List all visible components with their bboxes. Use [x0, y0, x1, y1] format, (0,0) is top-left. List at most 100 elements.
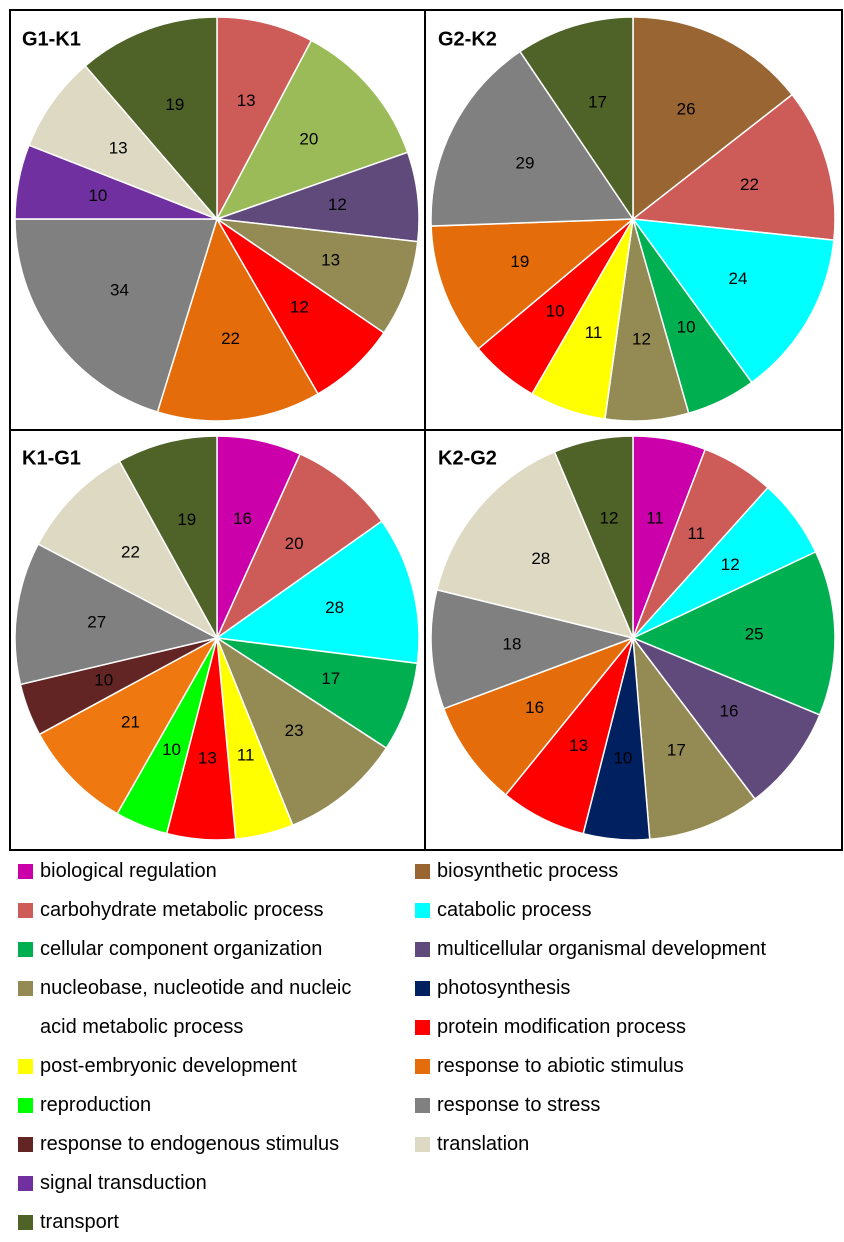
legend-item: multicellular organismal development: [415, 930, 844, 969]
value-label: 20: [285, 534, 304, 553]
pie-slice: [38, 636, 219, 815]
legend-swatch: [415, 903, 430, 918]
pie-slice: [430, 218, 636, 350]
value-label: 22: [221, 329, 240, 348]
pie-slice: [37, 460, 219, 640]
legend-item: biological regulation: [18, 852, 390, 891]
pie-slice: [442, 636, 636, 796]
legend-label: biosynthetic process: [437, 860, 619, 882]
legend-item: biosynthetic process: [415, 852, 844, 891]
legend-swatch: [18, 1098, 33, 1113]
legend-swatch: [415, 1020, 430, 1035]
value-label: 16: [233, 509, 252, 528]
legend-label: transport: [40, 1211, 119, 1233]
pie-slice: [215, 452, 383, 641]
value-label: 17: [667, 741, 686, 760]
value-label: 12: [600, 509, 619, 528]
chart-title: G1-K1: [22, 28, 81, 50]
pie-slice: [519, 16, 634, 222]
value-label: 19: [510, 252, 529, 271]
legend-swatch: [415, 1059, 430, 1074]
value-label: 10: [613, 748, 632, 767]
legend-label: cellular component organization: [40, 938, 323, 960]
legend-item: cellular component organization: [18, 930, 390, 969]
pie-slice: [553, 435, 634, 639]
legend-item: response to stress: [415, 1086, 844, 1125]
value-label: 22: [121, 543, 140, 562]
legend-item: post-embryonic development: [18, 1047, 390, 1086]
value-label: 12: [328, 195, 347, 214]
value-label: 16: [525, 698, 544, 717]
pie-slice: [632, 635, 757, 841]
legend-label: nucleobase, nucleotide and nucleic acid …: [40, 977, 352, 1038]
pie-slice: [156, 217, 320, 422]
chart-title: G2-K2: [438, 28, 497, 50]
legend-label: translation: [437, 1133, 530, 1155]
pie-slice: [631, 93, 836, 241]
value-label: 23: [285, 721, 304, 740]
value-label: 34: [110, 280, 129, 299]
legend-item: translation: [415, 1125, 844, 1164]
legend-label: signal transduction: [40, 1172, 207, 1194]
value-label: 12: [290, 297, 309, 316]
legend-item: protein modification process: [415, 1008, 844, 1047]
value-label: 12: [632, 329, 651, 348]
legend-label: catabolic process: [437, 899, 592, 921]
pie-slice: [215, 39, 409, 221]
value-label: 24: [729, 269, 748, 288]
pie-slice: [631, 218, 835, 384]
chart-grid: 13 20 12 13 12 22 34 10 13 19 G1-K1 26 22 24 10 12 11 10 1…: [9, 9, 843, 851]
value-label: 17: [321, 669, 340, 688]
legend-item: transport: [18, 1203, 390, 1242]
legend-swatch: [18, 1176, 33, 1191]
legend-swatch: [18, 981, 33, 996]
legend-swatch: [415, 981, 430, 996]
legend-swatch: [18, 903, 33, 918]
pie-slice: [14, 218, 219, 413]
legend-column: biosynthetic process catabolic process mul…: [415, 852, 844, 1164]
legend-item: signal transduction: [18, 1164, 390, 1203]
pie-slice: [430, 588, 636, 710]
legend-item: photosynthesis: [415, 969, 844, 1008]
value-label: 16: [720, 701, 739, 720]
value-label: 18: [503, 635, 522, 654]
value-label: 20: [299, 129, 318, 148]
value-label: 25: [745, 624, 764, 643]
legend-item: reproduction: [18, 1086, 390, 1125]
legend-swatch: [18, 1059, 33, 1074]
legend-column: biological regulation carbohydrate metabo…: [18, 852, 390, 1242]
value-label: 10: [677, 317, 696, 336]
value-label: 13: [569, 736, 588, 755]
pie-slice: [118, 435, 218, 639]
value-label: 13: [321, 251, 340, 270]
legend-label: biological regulation: [40, 860, 217, 882]
value-label: 11: [646, 508, 664, 527]
legend-label: multicellular organismal development: [437, 938, 767, 960]
value-label: 19: [177, 510, 196, 529]
pie-slice: [631, 550, 836, 716]
value-label: 21: [121, 712, 140, 731]
value-label: 13: [237, 91, 256, 110]
value-label: 10: [88, 186, 107, 205]
pie-slice: [14, 543, 220, 686]
legend-swatch: [415, 864, 430, 879]
legend-swatch: [415, 1137, 430, 1152]
pie-slice: [632, 16, 794, 221]
chart-title: K2-G2: [438, 447, 497, 469]
legend-label: photosynthesis: [437, 977, 571, 999]
legend-label: reproduction: [40, 1094, 152, 1116]
pie-slice: [430, 50, 635, 227]
value-label: 17: [588, 93, 607, 112]
legend-item: nucleobase, nucleotide and nucleic acid …: [18, 969, 390, 1047]
value-label: 10: [546, 301, 565, 320]
legend-label: response to abiotic stimulus: [437, 1055, 684, 1077]
value-label: 28: [325, 598, 344, 617]
legend-swatch: [415, 1098, 430, 1113]
legend-item: response to abiotic stimulus: [415, 1047, 844, 1086]
legend-swatch: [18, 1137, 33, 1152]
value-label: 29: [516, 153, 535, 172]
pie-slice: [630, 636, 821, 801]
pie-slice: [214, 520, 420, 665]
value-label: 26: [677, 100, 696, 119]
